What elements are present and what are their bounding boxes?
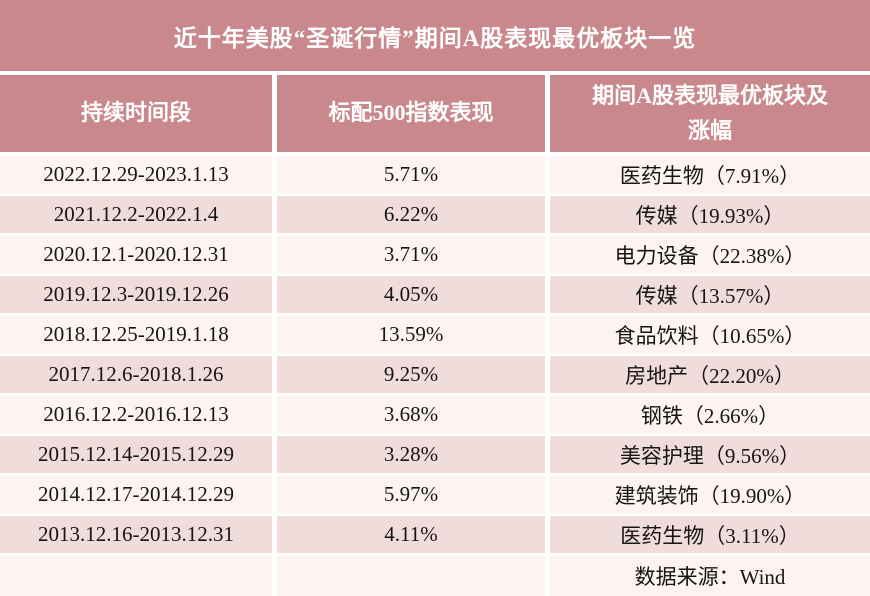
period-cell: 2015.12.14-2015.12.29 — [0, 436, 277, 476]
best-sector-cell: 医药生物（7.91%） — [550, 156, 870, 196]
column-header-period: 持续时间段 — [0, 75, 277, 156]
best-sector-cell: 美容护理（9.56%） — [550, 436, 870, 476]
source-row: 数据来源：Wind — [0, 556, 870, 596]
table-row: 2015.12.14-2015.12.29 3.28% 美容护理（9.56%） — [0, 436, 870, 476]
table-row: 2017.12.6-2018.1.26 9.25% 房地产（22.20%） — [0, 356, 870, 396]
sp500-return-cell: 3.71% — [277, 236, 550, 276]
period-cell: 2019.12.3-2019.12.26 — [0, 276, 277, 316]
table-title: 近十年美股“圣诞行情”期间A股表现最优板块一览 — [0, 0, 870, 75]
best-sector-cell: 房地产（22.20%） — [550, 356, 870, 396]
period-cell: 2017.12.6-2018.1.26 — [0, 356, 277, 396]
column-header-best-sector: 期间A股表现最优板块及 涨幅 — [550, 75, 870, 156]
best-sector-cell: 钢铁（2.66%） — [550, 396, 870, 436]
period-cell: 2018.12.25-2019.1.18 — [0, 316, 277, 356]
table-row: 2016.12.2-2016.12.13 3.68% 钢铁（2.66%） — [0, 396, 870, 436]
column-header-sp500: 标配500指数表现 — [277, 75, 550, 156]
best-sector-cell: 电力设备（22.38%） — [550, 236, 870, 276]
best-sector-cell: 食品饮料（10.65%） — [550, 316, 870, 356]
sp500-return-cell: 5.71% — [277, 156, 550, 196]
sp500-return-cell: 4.11% — [277, 516, 550, 556]
period-cell: 2016.12.2-2016.12.13 — [0, 396, 277, 436]
sp500-return-cell: 13.59% — [277, 316, 550, 356]
sp500-return-cell: 5.97% — [277, 476, 550, 516]
period-cell: 2013.12.16-2013.12.31 — [0, 516, 277, 556]
best-sector-cell: 传媒（19.93%） — [550, 196, 870, 236]
sp500-return-cell: 3.28% — [277, 436, 550, 476]
empty-cell — [277, 556, 550, 596]
sp500-return-cell: 6.22% — [277, 196, 550, 236]
table-row: 2019.12.3-2019.12.26 4.05% 传媒（13.57%） — [0, 276, 870, 316]
empty-cell — [0, 556, 277, 596]
column-header-row: 持续时间段 标配500指数表现 期间A股表现最优板块及 涨幅 — [0, 75, 870, 156]
table-row: 2013.12.16-2013.12.31 4.11% 医药生物（3.11%） — [0, 516, 870, 556]
sp500-return-cell: 3.68% — [277, 396, 550, 436]
period-cell: 2014.12.17-2014.12.29 — [0, 476, 277, 516]
period-cell: 2021.12.2-2022.1.4 — [0, 196, 277, 236]
sp500-return-cell: 4.05% — [277, 276, 550, 316]
period-cell: 2022.12.29-2023.1.13 — [0, 156, 277, 196]
title-row: 近十年美股“圣诞行情”期间A股表现最优板块一览 — [0, 0, 870, 75]
sp500-return-cell: 9.25% — [277, 356, 550, 396]
best-sector-cell: 医药生物（3.11%） — [550, 516, 870, 556]
period-cell: 2020.12.1-2020.12.31 — [0, 236, 277, 276]
data-source-note: 数据来源：Wind — [550, 556, 870, 596]
table-row: 2021.12.2-2022.1.4 6.22% 传媒（19.93%） — [0, 196, 870, 236]
best-sector-cell: 传媒（13.57%） — [550, 276, 870, 316]
table-row: 2022.12.29-2023.1.13 5.71% 医药生物（7.91%） — [0, 156, 870, 196]
table-row: 2018.12.25-2019.1.18 13.59% 食品饮料（10.65%） — [0, 316, 870, 356]
table-row: 2014.12.17-2014.12.29 5.97% 建筑装饰（19.90%） — [0, 476, 870, 516]
best-sector-cell: 建筑装饰（19.90%） — [550, 476, 870, 516]
table-row: 2020.12.1-2020.12.31 3.71% 电力设备（22.38%） — [0, 236, 870, 276]
